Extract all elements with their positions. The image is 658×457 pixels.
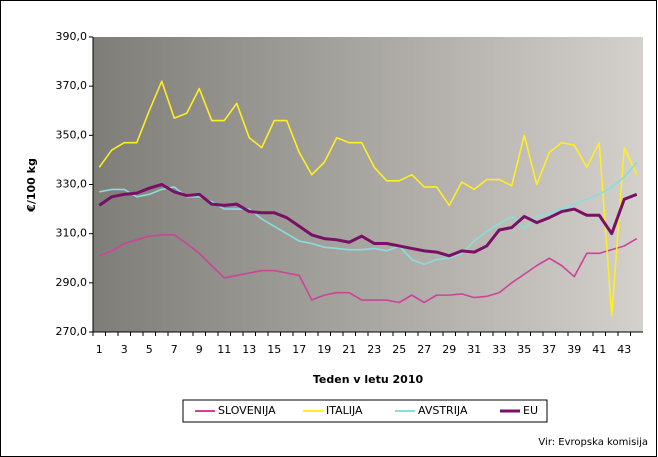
x-tick-label: 15 [267, 343, 281, 356]
y-tick-label: 390,0 [56, 30, 88, 43]
legend-label: EU [523, 404, 538, 417]
x-tick-label: 35 [517, 343, 531, 356]
plot-area [93, 37, 643, 332]
y-tick-label: 330,0 [56, 178, 88, 191]
x-tick-label: 37 [542, 343, 556, 356]
x-tick-label: 9 [196, 343, 203, 356]
legend-label: AVSTRIJA [418, 404, 468, 417]
x-tick-label: 27 [417, 343, 431, 356]
x-tick-label: 17 [292, 343, 306, 356]
y-tick-label: 350,0 [56, 128, 88, 141]
x-tick-label: 11 [217, 343, 231, 356]
y-axis-title: €/100 kg [25, 158, 38, 213]
x-tick-label: 1 [96, 343, 103, 356]
series-line [98, 234, 638, 304]
x-tick-label: 5 [146, 343, 153, 356]
y-tick-label: 310,0 [56, 227, 88, 240]
series-line [98, 80, 638, 317]
x-tick-label: 23 [367, 343, 381, 356]
x-tick-label: 25 [392, 343, 406, 356]
x-tick-label: 7 [171, 343, 178, 356]
y-tick-label: 370,0 [56, 79, 88, 92]
x-tick-label: 41 [592, 343, 606, 356]
x-tick-label: 13 [242, 343, 256, 356]
y-tick-label: 290,0 [56, 276, 88, 289]
x-tick-label: 39 [567, 343, 581, 356]
x-tick-label: 33 [492, 343, 506, 356]
source: Vir: Evropska komisija [538, 437, 648, 448]
x-tick-label: 31 [467, 343, 481, 356]
series-line [98, 183, 638, 258]
x-tick-label: 43 [617, 343, 631, 356]
x-tick-label: 21 [342, 343, 356, 356]
x-tick-label: 29 [442, 343, 456, 356]
legend-label: SLOVENIJA [218, 404, 276, 417]
x-tick-label: 19 [317, 343, 331, 356]
legend [182, 399, 548, 423]
legend-label: ITALIJA [326, 404, 363, 417]
y-tick-label: 270,0 [56, 325, 88, 338]
x-axis-title: Teden v letu 2010 [313, 373, 424, 386]
x-tick-label: 3 [121, 343, 128, 356]
